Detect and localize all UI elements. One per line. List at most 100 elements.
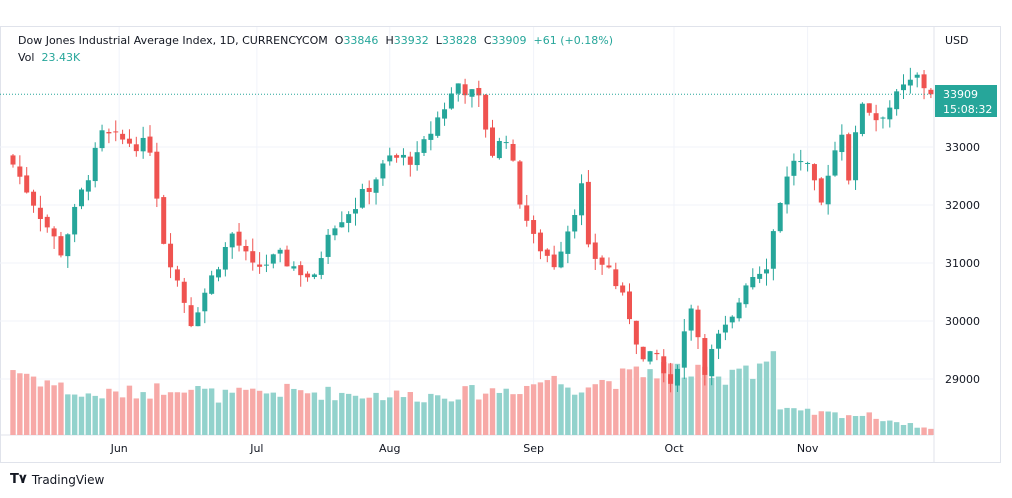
candle-body xyxy=(17,166,23,177)
volume-bar xyxy=(517,394,523,435)
volume-bar xyxy=(756,363,763,435)
volume-bar xyxy=(599,379,605,435)
change-value: +61 (+0.18%) xyxy=(533,34,614,47)
candle-body xyxy=(359,188,365,208)
volume-bar xyxy=(174,392,181,435)
close-label: C xyxy=(483,34,492,47)
volume-bar xyxy=(633,366,640,435)
volume-bar xyxy=(482,393,489,435)
candle-body xyxy=(866,103,872,113)
volume-bar xyxy=(270,392,276,435)
volume-bar xyxy=(846,415,852,435)
volume-bar xyxy=(873,418,879,435)
candle-body xyxy=(839,134,845,153)
volume-bar xyxy=(832,412,838,435)
candle-body xyxy=(750,277,756,288)
volume-bar xyxy=(476,399,482,435)
candle-body xyxy=(24,175,30,193)
candle-body xyxy=(709,348,715,377)
candle-body xyxy=(44,216,50,228)
candle-body xyxy=(37,207,43,219)
volume-bar xyxy=(695,364,701,435)
candle-body xyxy=(161,197,167,244)
y-tick-label: 31000 xyxy=(945,257,980,270)
volume-bar xyxy=(332,400,338,435)
candle-body xyxy=(58,236,64,256)
volume-bar xyxy=(119,397,126,435)
candlestick-chart[interactable]: 29000 30000 31000 32000 33000 Jun Jul Aug Sep Oct… xyxy=(0,0,1012,470)
candle-body xyxy=(79,189,84,207)
volume-bar xyxy=(284,383,290,435)
volume-bar xyxy=(893,422,900,435)
volume-bar xyxy=(208,388,215,435)
candle-body xyxy=(483,94,489,130)
volume-bar xyxy=(681,377,687,435)
x-tick-label: Jul xyxy=(249,442,263,455)
candle-body xyxy=(674,368,680,386)
volume-bar xyxy=(435,395,441,435)
candle-body xyxy=(901,84,906,91)
candle-body xyxy=(544,249,550,256)
low-value: 33828 xyxy=(441,34,477,47)
candle-body xyxy=(880,117,886,119)
volume-bar xyxy=(448,401,455,435)
candle-body xyxy=(572,215,578,232)
volume-bar xyxy=(421,402,427,435)
candle-body xyxy=(702,338,708,375)
vol-value: 23.43K xyxy=(41,51,81,64)
volume-bar xyxy=(298,390,304,435)
volume-bar xyxy=(222,389,229,435)
volume-bar xyxy=(154,383,160,435)
candle-body xyxy=(846,134,852,181)
volume-bar xyxy=(469,385,475,435)
volume-bar xyxy=(777,409,783,435)
candle-body xyxy=(380,163,386,179)
volume-bar xyxy=(743,365,749,435)
high-label: H xyxy=(385,34,394,47)
candle-body xyxy=(496,140,502,159)
candle-body xyxy=(476,87,482,96)
candle-body xyxy=(168,243,174,268)
candle-body xyxy=(181,281,187,303)
volume-bar xyxy=(215,402,222,435)
volume-bar xyxy=(37,386,44,435)
candle-body xyxy=(99,130,105,149)
bar-countdown: 15:08:32 xyxy=(943,103,993,116)
volume-bar xyxy=(10,370,16,435)
volume-bar xyxy=(784,407,790,435)
volume-bar xyxy=(441,398,448,435)
volume-bar xyxy=(325,386,331,435)
volume-bar xyxy=(928,428,934,435)
volume-bar xyxy=(510,394,516,435)
candle-body xyxy=(798,161,804,163)
volume-bar xyxy=(674,363,681,435)
candle-body xyxy=(311,274,317,278)
volume-bar xyxy=(551,375,557,435)
candle-body xyxy=(400,154,406,158)
volume-bar xyxy=(544,380,550,435)
last-price-label: 33909 15:08:32 xyxy=(935,85,997,117)
tradingview-logo-icon: T٧ xyxy=(10,472,27,487)
volume-bar xyxy=(818,411,824,435)
volume-bar xyxy=(380,400,386,435)
tradingview-logo[interactable]: T٧ TradingView xyxy=(10,472,104,487)
candle-body xyxy=(174,269,180,281)
candle-body xyxy=(229,233,235,248)
volume-bar xyxy=(161,394,167,435)
volume-bar xyxy=(496,392,503,435)
candle-body xyxy=(695,309,701,338)
volume-bar xyxy=(202,388,208,435)
volume-bar xyxy=(537,382,544,435)
volume-bar xyxy=(770,351,777,435)
candle-body xyxy=(791,160,797,176)
volume-bar xyxy=(71,394,78,435)
volume-bar xyxy=(798,410,804,435)
candle-body xyxy=(537,232,543,252)
candle-body xyxy=(51,228,57,237)
candle-body xyxy=(202,292,208,312)
volume-bar xyxy=(92,395,98,435)
volume-bar xyxy=(619,368,626,435)
volume-bar xyxy=(825,411,831,435)
candle-body xyxy=(147,136,153,153)
candle-body xyxy=(743,285,749,305)
